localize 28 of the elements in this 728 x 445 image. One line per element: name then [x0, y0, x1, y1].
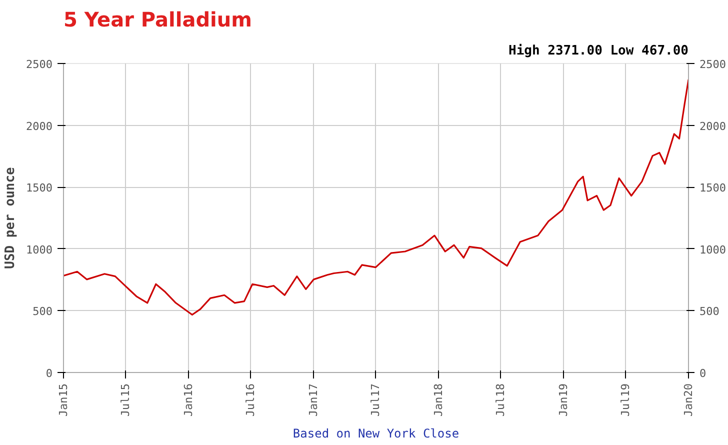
- y-tick-label: 1000: [26, 243, 53, 256]
- x-tick-label: Jan20: [682, 383, 695, 417]
- x-tick-label: Jul19: [619, 383, 632, 417]
- y2-tick-label: 1000: [700, 243, 726, 256]
- x-tick-label: Jul15: [118, 383, 132, 417]
- y2-tick-label: 0: [700, 367, 706, 380]
- chart-subtitle: High 2371.00 Low 467.00: [508, 44, 689, 58]
- y-tick-label: 2500: [26, 58, 53, 71]
- y2-tick-label: 2000: [700, 120, 726, 133]
- y2-tick-label: 2500: [700, 58, 726, 71]
- text: Based on New York Close: [292, 426, 460, 440]
- y-tick-label: 1500: [26, 182, 53, 195]
- y2-tick-label: 1500: [700, 182, 726, 195]
- chart-title: 5 Year Palladium: [64, 8, 252, 32]
- y2-tick-label: 500: [700, 305, 720, 318]
- y-axis-title: USD per ounce: [3, 166, 18, 269]
- x-tick-label: Jan17: [307, 383, 320, 417]
- x-tick-label: Jan18: [432, 383, 446, 417]
- x-tick-label: Jul18: [494, 383, 508, 417]
- x-tick-label: Jan16: [182, 383, 195, 417]
- x-tick-label: Jan15: [57, 383, 70, 417]
- line-series: [64, 78, 688, 316]
- y-tick-label: 500: [32, 305, 53, 318]
- y-tick-label: 2000: [26, 120, 53, 133]
- x-tick-label: Jan19: [557, 383, 570, 417]
- x-tick-label: Jul17: [369, 383, 382, 417]
- y-tick-label: 0: [46, 367, 52, 380]
- x-tick-label: Jul16: [244, 383, 258, 417]
